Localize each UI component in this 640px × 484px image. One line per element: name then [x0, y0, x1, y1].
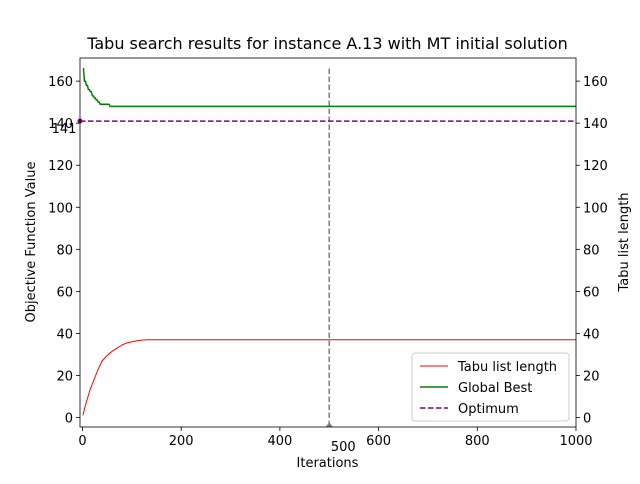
series-line-0 — [82, 339, 576, 416]
legend-box — [411, 352, 570, 422]
y-tick-label-right: 140 — [583, 117, 608, 132]
vertical-marker-label: 500 — [331, 440, 356, 455]
y-tick-label-right: 120 — [583, 159, 608, 174]
y-tick-label: 80 — [56, 243, 73, 258]
y-tick-label-right: 20 — [583, 369, 600, 384]
y-tick-label: 160 — [48, 75, 73, 90]
x-tick-label: 400 — [267, 434, 292, 449]
plot-layer: 0 200 400 600 800 1000 0 20 40 60 80 100 120 140 160 0 2… — [48, 57, 608, 455]
legend-label-0: Tabu list length — [457, 360, 557, 375]
y-tick-label-right: 100 — [583, 201, 608, 216]
legend: Tabu list length Global Best Optimum — [411, 352, 570, 422]
y-tick-label: 20 — [56, 369, 73, 384]
y-tick-label-right: 40 — [583, 327, 600, 342]
x-tick-label: 800 — [465, 434, 490, 449]
x-axis-label: Iterations — [297, 456, 359, 471]
y-axis-label-right: Tabu list length — [617, 192, 632, 292]
legend-label-1: Global Best — [458, 381, 532, 396]
x-tick-label: 0 — [78, 434, 86, 449]
y-tick-label: 140 — [48, 117, 73, 132]
y-axis-label: Objective Function Value — [24, 162, 39, 323]
optimum-value-label: 141 — [52, 122, 77, 137]
y-tick-label: 100 — [48, 201, 73, 216]
y-tick-label: 120 — [48, 159, 73, 174]
y-tick-label-right: 60 — [583, 285, 600, 300]
y-tick-label-right: 0 — [583, 412, 591, 427]
x-tick-label: 1000 — [559, 434, 592, 449]
x-tick-label: 200 — [169, 434, 194, 449]
y-tick-label-right: 160 — [583, 75, 608, 90]
series-line-1 — [82, 67, 576, 108]
y-tick-label: 40 — [56, 327, 73, 342]
plot-frame — [79, 57, 577, 428]
y-tick-label: 0 — [65, 412, 73, 427]
vertical-marker-triangle — [325, 422, 333, 427]
chart-title: Tabu search results for instance A.13 wi… — [86, 34, 568, 53]
y-tick-label-right: 80 — [583, 243, 600, 258]
series-group — [80, 67, 576, 427]
legend-label-2: Optimum — [458, 402, 519, 417]
x-tick-label: 600 — [366, 434, 391, 449]
y-tick-label: 60 — [56, 285, 73, 300]
